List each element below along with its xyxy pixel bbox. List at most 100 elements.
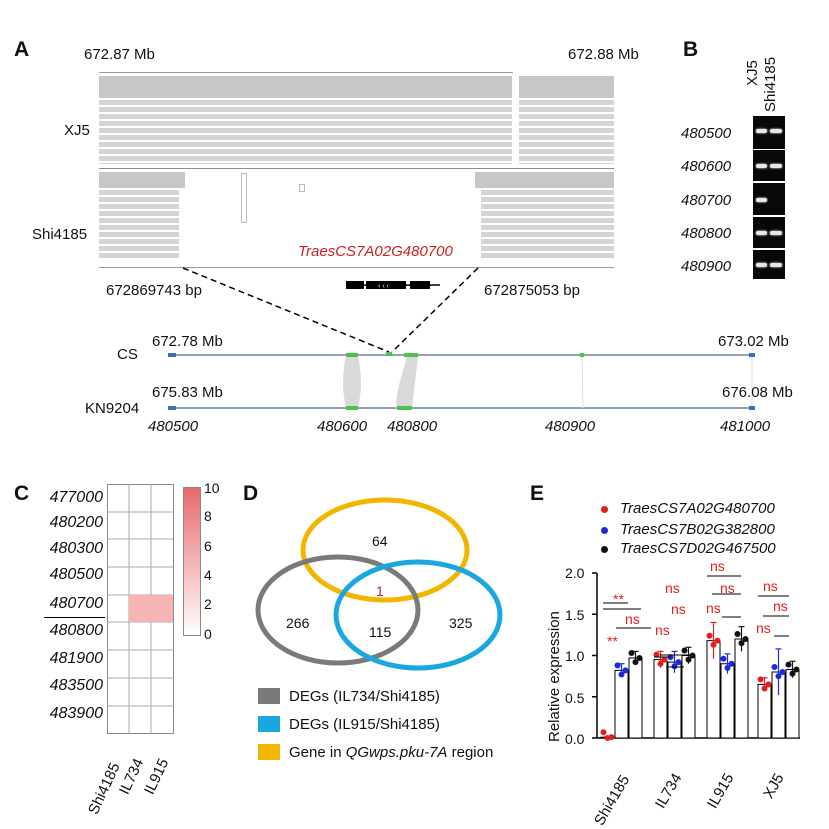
panel-e-letter: E — [530, 482, 545, 505]
gel-row-480600: 480600 — [681, 158, 732, 175]
gel-band — [770, 164, 782, 168]
data-point — [689, 652, 696, 659]
data-point — [618, 671, 625, 678]
hm-row-label: 481900 — [49, 650, 103, 667]
venn-count-gray: 266 — [286, 615, 310, 631]
top-axis-line — [99, 72, 513, 73]
data-point — [632, 659, 639, 666]
legend-swatch-yellow — [258, 744, 280, 760]
gene-tick-480600: 480600 — [317, 418, 368, 435]
data-point — [793, 666, 800, 673]
hm-row-label: 480700 — [49, 595, 103, 612]
hm-row-label: 480800 — [49, 622, 103, 639]
hm-row-label: 477000 — [49, 489, 103, 506]
shi4185-coverage-right — [475, 172, 614, 264]
gel-band — [770, 263, 782, 267]
hm-underline — [44, 617, 105, 618]
venn-diagram — [255, 497, 503, 671]
track-label-xj5: XJ5 — [64, 122, 90, 139]
legend-series-a: TraesCS7A02G480700 — [620, 500, 775, 517]
track-separator — [99, 168, 614, 169]
legend-swatch-gray — [258, 688, 280, 704]
synteny-thin — [581, 354, 584, 409]
data-point — [757, 676, 764, 683]
sig-label: ns — [773, 598, 788, 614]
cs-label: CS — [117, 346, 138, 363]
zoom-line-right — [391, 267, 479, 353]
data-point — [714, 637, 721, 644]
venn-count-gray-blue: 115 — [369, 624, 392, 640]
cs-end: 673.02 Mb — [718, 333, 789, 350]
data-point — [710, 641, 717, 648]
cs-start: 672.78 Mb — [152, 333, 223, 350]
hm-row-label: 483500 — [49, 677, 103, 694]
data-point — [765, 681, 772, 688]
kn-start: 675.83 Mb — [152, 384, 223, 401]
data-point — [706, 632, 713, 639]
data-point — [771, 664, 778, 671]
e-ytick: 1.5 — [565, 607, 585, 623]
sig-label: ns — [665, 580, 680, 596]
xj5-right-block — [519, 76, 614, 168]
gel-row-480900: 480900 — [681, 258, 732, 275]
data-point — [742, 636, 749, 642]
data-point — [761, 685, 768, 692]
data-point — [628, 650, 635, 657]
data-point — [738, 640, 745, 647]
hm-scale-tick: 8 — [204, 508, 212, 524]
legend-series-b: TraesCS7B02G382800 — [620, 521, 775, 538]
hm-scale-tick: 4 — [204, 567, 212, 583]
data-point — [636, 654, 643, 661]
legend-text-gray: DEGs (IL734/Shi4185) — [289, 688, 440, 705]
sig-label: ns — [655, 622, 670, 638]
data-point — [653, 651, 660, 658]
sig-label: ** — [607, 633, 618, 649]
sparse-read-1 — [241, 173, 247, 223]
sig-label: ** — [613, 591, 624, 607]
legend-swatch-blue — [258, 716, 280, 732]
sig-label: ns — [671, 601, 686, 617]
hm-row-label: 483900 — [49, 705, 103, 722]
sig-label: ns — [756, 620, 771, 636]
bar-XJ5-1 — [757, 683, 772, 739]
data-point — [671, 663, 678, 670]
synteny-ribbon-2 — [396, 355, 418, 408]
data-point — [675, 659, 682, 666]
panel-b-letter: B — [683, 38, 699, 61]
data-point — [785, 661, 792, 668]
gene-model: ‹ ‹ ‹ — [346, 281, 440, 290]
bar-Shi4185-3 — [628, 657, 643, 739]
hm-scale-tick: 6 — [204, 538, 212, 554]
sig-label: ns — [720, 580, 735, 596]
venn-gray — [255, 554, 421, 666]
xj5-coverage-track — [99, 76, 518, 168]
sig-label: ns — [706, 600, 721, 616]
venn-count-all: 1 — [376, 583, 384, 599]
kn9204-label: KN9204 — [85, 400, 140, 417]
data-point — [657, 660, 664, 667]
e-ytick: 0.0 — [565, 731, 585, 747]
data-point — [614, 662, 621, 669]
gene-tick-480500: 480500 — [148, 418, 199, 435]
data-point — [681, 647, 688, 654]
data-point — [608, 734, 615, 741]
bar-IL915-2 — [720, 663, 735, 739]
gel-band — [756, 129, 767, 133]
panel-c-letter: C — [14, 482, 30, 505]
bar-Shi4185-2 — [614, 669, 629, 739]
data-point — [734, 631, 741, 638]
hm-cell-480700-il915 — [151, 595, 173, 622]
e-ytick: 2.0 — [565, 565, 585, 581]
data-point — [724, 664, 731, 671]
hm-row-label: 480200 — [49, 514, 103, 531]
hm-scale-tick: 2 — [204, 596, 212, 612]
gene-tick-480800: 480800 — [387, 418, 438, 435]
e-ytick: 1.0 — [565, 648, 585, 664]
bar-IL734-3 — [681, 655, 696, 739]
data-point — [779, 669, 786, 675]
gel-row-480700: 480700 — [681, 192, 732, 209]
hm-cell-480700-il734 — [129, 595, 151, 622]
bar-IL734-1 — [653, 659, 668, 739]
gel-band — [756, 231, 767, 235]
